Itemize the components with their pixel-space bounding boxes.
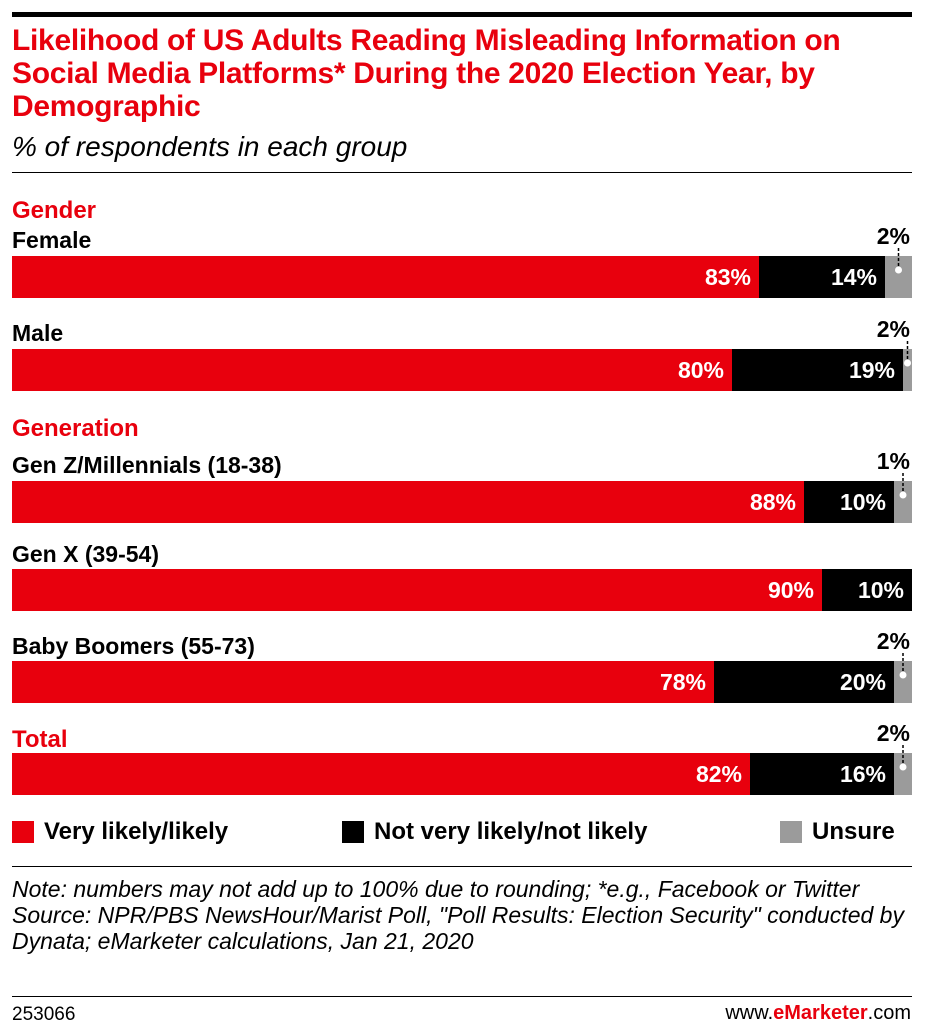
value-label-total-very-likely-likely: 82%	[696, 761, 742, 787]
section-label-total: Total	[12, 726, 68, 753]
value-label-total-not-very-likely-not-likely: 16%	[840, 761, 886, 787]
leader-dot-male	[904, 359, 911, 367]
brand-prefix: www.	[725, 1002, 774, 1024]
source-text: Source: NPR/PBS NewsHour/Marist Poll, "P…	[12, 902, 904, 954]
legend-item-unsure: Unsure	[780, 818, 895, 846]
bar-total-not-very-likely-not-likely	[750, 753, 894, 795]
bar-male-very-likely-likely	[12, 349, 732, 391]
chart-legend: Very likely/likely Not very likely/not l…	[12, 818, 912, 848]
legend-label-not-likely: Not very likely/not likely	[374, 818, 648, 845]
note-text: Note: numbers may not add up to 100% due…	[12, 876, 860, 902]
leader-dot-baby-boomers-55-73	[899, 671, 907, 679]
bar-female-not-very-likely-not-likely	[759, 256, 885, 298]
section-label-generation: Generation	[12, 415, 139, 442]
value-label-gen-z-millennials-18-38-very-likely-likely: 88%	[750, 489, 796, 515]
value-label-baby-boomers-55-73-unsure: 2%	[877, 628, 910, 654]
bar-total-very-likely-likely	[12, 753, 750, 795]
legend-label-unsure: Unsure	[812, 818, 895, 845]
value-label-baby-boomers-55-73-very-likely-likely: 78%	[660, 669, 706, 695]
legend-item-likely: Very likely/likely	[12, 818, 228, 846]
legend-swatch-unsure	[780, 821, 802, 843]
leader-dot-female	[895, 266, 902, 274]
leader-dot-total	[899, 763, 907, 771]
bar-gen-x-39-54-very-likely-likely	[12, 569, 822, 611]
bar-total-unsure	[894, 753, 912, 795]
bar-baby-boomers-55-73-very-likely-likely	[12, 661, 714, 703]
brand-suffix: .com	[867, 1002, 911, 1024]
value-label-male-not-very-likely-not-likely: 19%	[849, 357, 895, 383]
row-label-gen-x-39-54: Gen X (39-54)	[12, 541, 159, 567]
chart-subtitle: % of respondents in each group	[12, 131, 408, 162]
header-divider	[12, 172, 912, 173]
footer-divider	[12, 996, 912, 997]
value-label-female-not-very-likely-not-likely: 14%	[831, 264, 877, 290]
leader-dot-gen-z-millennials-18-38	[899, 491, 907, 499]
bar-gen-x-39-54-not-very-likely-not-likely	[822, 569, 912, 611]
bar-baby-boomers-55-73-unsure	[894, 661, 912, 703]
legend-label-likely: Very likely/likely	[44, 818, 229, 845]
bar-female-unsure	[885, 256, 912, 298]
row-label-female: Female	[12, 227, 91, 253]
bar-baby-boomers-55-73-not-very-likely-not-likely	[714, 661, 894, 703]
legend-swatch-not-likely	[342, 821, 364, 843]
brand-name: eMarketer	[773, 1002, 868, 1024]
row-label-male: Male	[12, 320, 63, 346]
value-label-gen-z-millennials-18-38-unsure: 1%	[877, 448, 910, 474]
legend-swatch-likely	[12, 821, 34, 843]
value-label-total-unsure: 2%	[877, 720, 910, 746]
bar-gen-z-millennials-18-38-unsure	[894, 481, 912, 523]
notes-divider	[12, 866, 912, 867]
bar-gen-z-millennials-18-38-very-likely-likely	[12, 481, 804, 523]
top-bar	[12, 12, 912, 17]
bar-female-very-likely-likely	[12, 256, 759, 298]
bar-male-unsure	[903, 349, 912, 391]
value-label-gen-z-millennials-18-38-not-very-likely-not-likely: 10%	[840, 489, 886, 515]
row-label-gen-z-millennials-18-38: Gen Z/Millennials (18-38)	[12, 452, 282, 478]
bar-male-not-very-likely-not-likely	[732, 349, 903, 391]
value-label-baby-boomers-55-73-not-very-likely-not-likely: 20%	[840, 669, 886, 695]
value-label-gen-x-39-54-very-likely-likely: 90%	[768, 577, 814, 603]
value-label-male-very-likely-likely: 80%	[678, 357, 724, 383]
bar-gen-z-millennials-18-38-not-very-likely-not-likely	[804, 481, 894, 523]
value-label-female-very-likely-likely: 83%	[705, 264, 751, 290]
legend-item-not-likely: Not very likely/not likely	[342, 818, 647, 846]
chart-title: Likelihood of US Adults Reading Misleadi…	[12, 24, 841, 123]
value-label-female-unsure: 2%	[877, 223, 910, 249]
section-label-gender: Gender	[12, 197, 96, 224]
value-label-gen-x-39-54-not-very-likely-not-likely: 10%	[858, 577, 904, 603]
brand-link[interactable]: www.eMarketer.com	[725, 1002, 911, 1025]
value-label-male-unsure: 2%	[877, 316, 910, 342]
row-label-baby-boomers-55-73: Baby Boomers (55-73)	[12, 633, 255, 659]
chart-notes: Note: numbers may not add up to 100% due…	[12, 876, 912, 954]
chart-id: 253066	[12, 1004, 76, 1025]
